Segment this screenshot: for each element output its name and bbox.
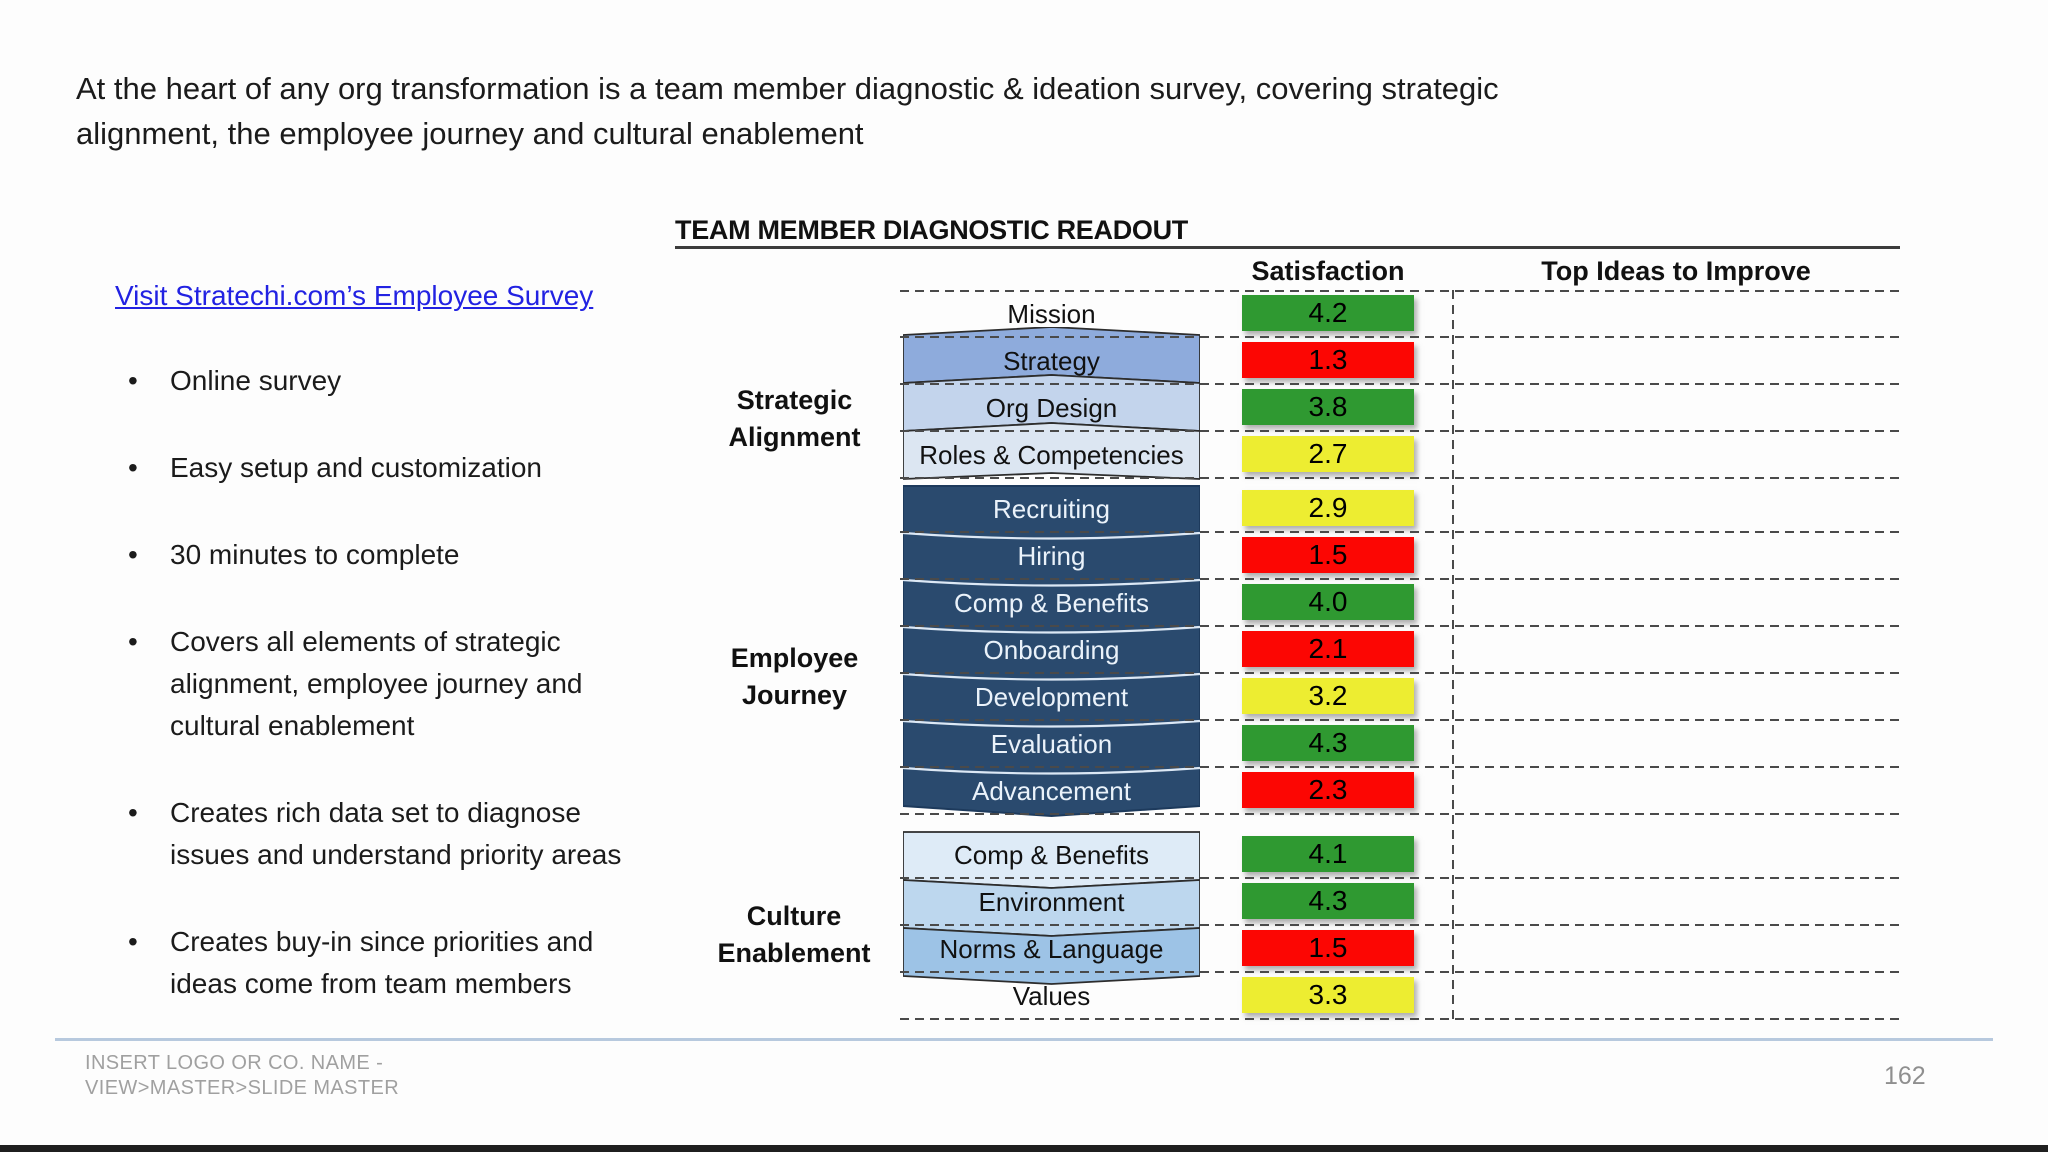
bullet-item: Creates rich data set to diagnose issues… — [122, 792, 662, 876]
satisfaction-box: 2.7 — [1242, 436, 1414, 472]
satisfaction-box: 4.0 — [1242, 584, 1414, 620]
strategic-alignment-banner — [903, 327, 1200, 480]
readout-underline — [675, 246, 1900, 249]
group-label-culture-enablement: Culture Enablement — [717, 901, 871, 968]
group-label-employee-journey: Employee Journey — [730, 643, 859, 710]
satisfaction-column-header: Satisfaction — [1251, 256, 1405, 286]
group-label-strategic-alignment: Strategic Alignment — [728, 385, 861, 452]
satisfaction-box: 3.2 — [1242, 678, 1414, 714]
screen-edge — [0, 1145, 2048, 1152]
bullet-item: Online survey — [122, 360, 662, 402]
bullet-item: 30 minutes to complete — [122, 534, 662, 576]
row-separator — [900, 290, 1900, 292]
footer-placeholder-line2: VIEW>MASTER>SLIDE MASTER — [85, 1077, 400, 1099]
footer-placeholder-line1: INSERT LOGO OR CO. NAME - — [85, 1052, 384, 1074]
employee-journey-banner — [903, 485, 1200, 818]
satisfaction-box: 1.3 — [1242, 342, 1414, 378]
satisfaction-box: 3.3 — [1242, 977, 1414, 1013]
satisfaction-box: 1.5 — [1242, 537, 1414, 573]
page-number: 162 — [1884, 1062, 1926, 1090]
page-title: At the heart of any org transformation i… — [76, 71, 1499, 151]
bullet-list: Online survey Easy setup and customizatio… — [122, 360, 662, 1050]
satisfaction-box: 3.8 — [1242, 389, 1414, 425]
readout-title: TEAM MEMBER DIAGNOSTIC READOUT — [675, 215, 1188, 245]
satisfaction-box: 2.1 — [1242, 631, 1414, 667]
column-divider — [1452, 290, 1454, 1020]
satisfaction-box: 2.3 — [1242, 772, 1414, 808]
satisfaction-box: 4.3 — [1242, 883, 1414, 919]
bullet-item: Easy setup and customization — [122, 447, 662, 489]
satisfaction-box: 4.2 — [1242, 295, 1414, 331]
employee-survey-link[interactable]: Visit Stratechi.com’s Employee Survey — [115, 280, 594, 311]
row-separator — [900, 1018, 1900, 1020]
footer-divider — [55, 1038, 1993, 1041]
bullet-item: Creates buy-in since priorities and idea… — [122, 921, 662, 1005]
satisfaction-box: 4.1 — [1242, 836, 1414, 872]
culture-enablement-banner — [903, 831, 1200, 985]
top-ideas-column-header: Top Ideas to Improve — [1541, 256, 1811, 286]
satisfaction-box: 2.9 — [1242, 490, 1414, 526]
satisfaction-box: 1.5 — [1242, 930, 1414, 966]
bullet-item: Covers all elements of strategic alignme… — [122, 621, 662, 747]
satisfaction-box: 4.3 — [1242, 725, 1414, 761]
